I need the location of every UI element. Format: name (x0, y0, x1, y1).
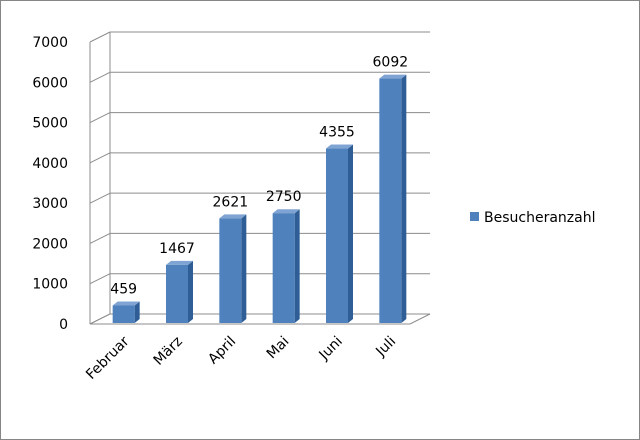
bar-top (272, 209, 300, 214)
side-gridline (89, 71, 111, 83)
y-tick-label: 5000 (32, 116, 68, 132)
x-tick-label: März (151, 334, 186, 369)
x-tick-label: Mai (264, 334, 293, 363)
data-label: 2750 (266, 189, 302, 205)
data-label: 6092 (373, 55, 409, 71)
bar-side (294, 209, 300, 323)
bar-top (112, 301, 140, 306)
bar-top (379, 74, 407, 79)
bar-side (348, 144, 353, 323)
side-gridline (89, 192, 111, 204)
legend-label: Besucheranzahl (484, 210, 595, 226)
y-tick-label: 0 (59, 317, 68, 333)
chart-floor (89, 313, 431, 325)
bar[interactable] (379, 78, 402, 323)
y-tick-label: 7000 (32, 35, 68, 51)
data-label: 4355 (319, 125, 355, 141)
side-gridline (89, 112, 111, 124)
bar[interactable] (326, 148, 348, 323)
x-tick-label: April (205, 334, 239, 368)
bar-top (219, 214, 247, 219)
bar[interactable] (112, 305, 135, 323)
bar[interactable] (272, 213, 295, 323)
bar-side (134, 301, 140, 323)
x-tick-label: Juni (316, 334, 346, 364)
side-gridline (89, 232, 111, 244)
bar-top (326, 144, 353, 149)
y-tick-label: 6000 (32, 75, 68, 91)
data-label: 1467 (159, 241, 195, 257)
side-gridline (89, 152, 111, 164)
bar[interactable] (219, 218, 242, 323)
x-tick-label: Februar (83, 333, 132, 382)
y-tick-label: 4000 (32, 156, 68, 172)
legend-swatch (470, 212, 479, 221)
y-tick-label: 1000 (32, 277, 68, 293)
y-tick-label: 2000 (32, 236, 68, 252)
bar-side (188, 260, 193, 323)
side-gridline (89, 273, 111, 285)
x-tick-label: Juli (372, 334, 399, 361)
bar-side (401, 74, 407, 323)
y-tick-label: 3000 (32, 196, 68, 212)
bar[interactable] (166, 264, 188, 323)
bar-side (241, 214, 247, 323)
data-label: 2621 (213, 194, 249, 210)
bar-top (166, 260, 193, 265)
side-gridline (89, 31, 111, 43)
data-label: 459 (110, 282, 137, 298)
